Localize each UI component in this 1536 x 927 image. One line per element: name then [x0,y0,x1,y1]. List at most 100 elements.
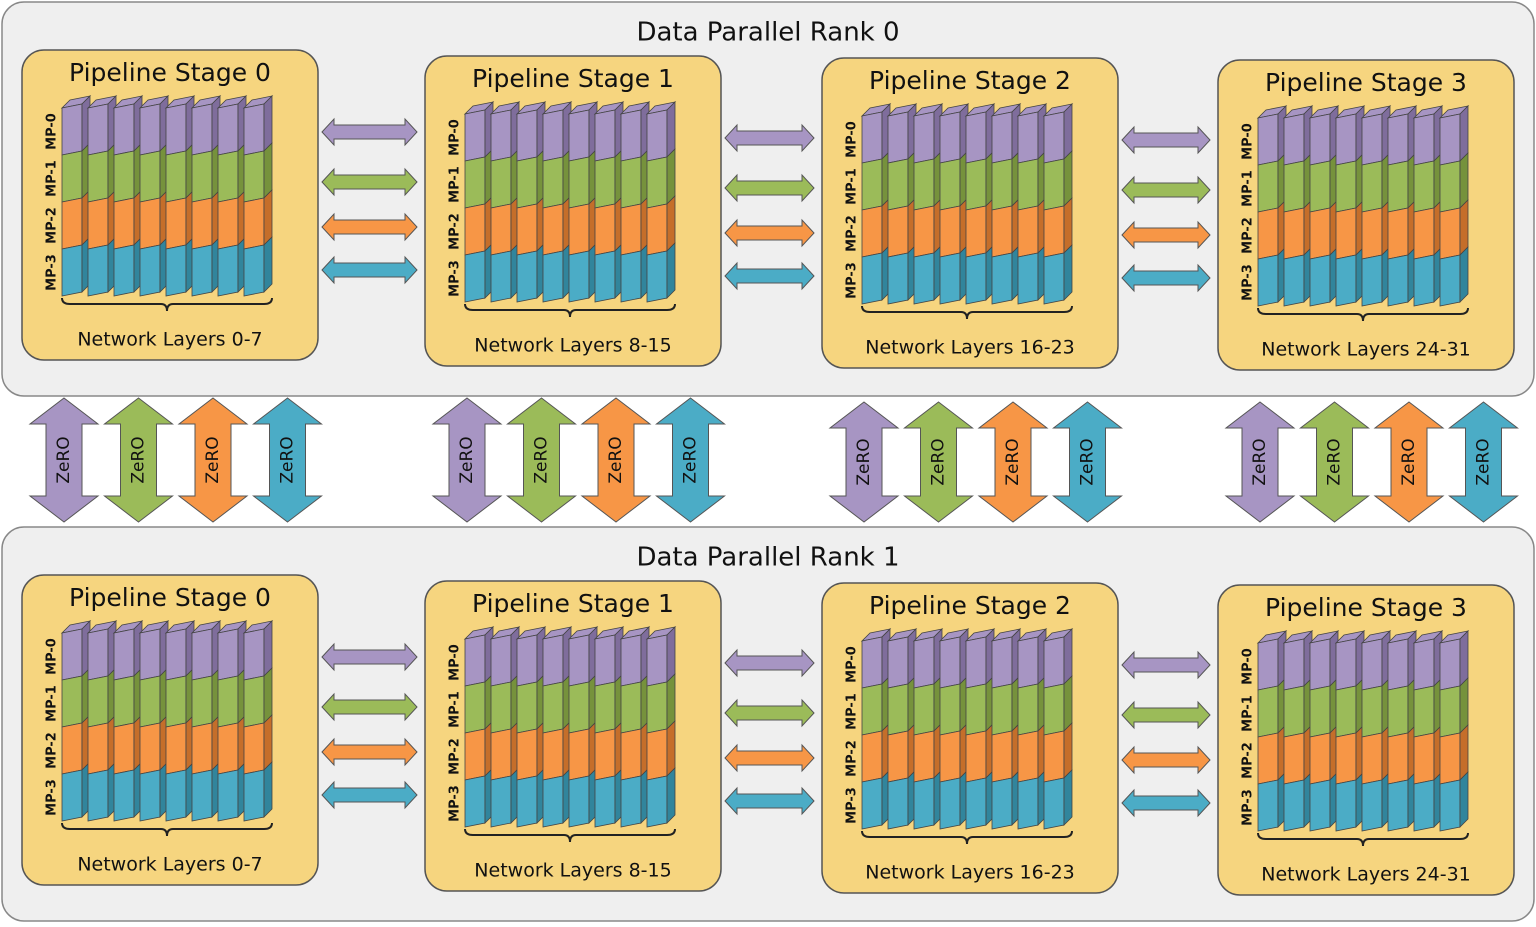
slab-side [1063,675,1073,732]
slab-band [1387,685,1409,738]
slab-band [87,628,109,681]
slab-band [1017,777,1039,830]
slab-band [939,730,961,783]
pipeline-arrow [724,261,815,291]
mp-label: MP-3 [448,260,463,297]
slab-band [464,634,486,687]
slab-band [646,634,668,687]
brace [61,822,273,837]
pipeline-arrow [321,737,418,767]
slab-band [568,156,590,209]
zero-arrow [506,397,577,523]
layers-label: Network Layers 16-23 [865,337,1075,359]
slab-band [1309,160,1331,213]
slab-band [594,775,616,828]
slab-band [568,728,590,781]
slab-band [191,675,213,728]
slab-side [666,767,676,824]
slab-band [165,150,187,203]
slab-side [1459,630,1469,687]
slab-side [1063,769,1073,826]
mp-label: MP-1 [45,685,60,722]
slab-band [568,203,590,256]
slab-band [1017,730,1039,783]
slab-band [243,150,265,203]
slab-band [1439,254,1461,307]
mp-label: MP-0 [45,113,60,150]
slab-band [516,156,538,209]
pipeline-arrow [724,218,815,248]
slab-band [217,675,239,728]
slab-band [464,681,486,734]
slab-band [568,775,590,828]
layers-label: Network Layers 24-31 [1261,864,1471,886]
slab-side [666,242,676,299]
slab-band [1439,779,1461,832]
slab-band [87,722,109,775]
slab-band [113,103,135,156]
pipeline-arrow [1121,788,1211,818]
slab-band [594,109,616,162]
zero-arrow [1373,401,1445,523]
pipeline-arrow [724,648,815,678]
mp-label: MP-3 [1241,789,1256,826]
slab-band [542,156,564,209]
slab-band [1257,638,1279,691]
mp-label: MP-3 [845,262,860,299]
slab-band [217,197,239,250]
slab-band [243,722,265,775]
zero-arrow [655,397,726,523]
slab-band [61,675,83,728]
pipeline-arrow [321,212,418,242]
slab-band [646,681,668,734]
mp-label: MP-3 [45,254,60,291]
slab-band [1283,113,1305,166]
slab-band [1335,638,1357,691]
slab-band [939,205,961,258]
slab-side [1063,103,1073,160]
slab-side [263,142,273,199]
slab-band [490,728,512,781]
zero-label: ZeRO [1078,438,1098,485]
slab-band [1283,638,1305,691]
zero-label: ZeRO [1325,438,1345,485]
slab-band [1387,779,1409,832]
slab-band [1361,254,1383,307]
slab-band [1335,207,1357,260]
zero-arrow [252,397,323,523]
slab-band [1335,779,1357,832]
zero-arrow [28,397,100,523]
slab-side [1459,105,1469,162]
slab-band [516,203,538,256]
slab-band [113,628,135,681]
mp-label: MP-1 [45,160,60,197]
slab-band [568,109,590,162]
pipeline-arrow [724,123,815,153]
slab-side [263,667,273,724]
slab-band [87,675,109,728]
slab-band [646,728,668,781]
mp-label: MP-0 [45,638,60,675]
zero-label: ZeRO [203,436,223,483]
slab-band [165,628,187,681]
slab-band [165,244,187,297]
slab-band [965,730,987,783]
slab-band [991,636,1013,689]
slab-band [1413,732,1435,785]
slab-band [243,103,265,156]
zero-label: ZeRO [681,436,701,483]
slab-band [861,205,883,258]
slab-band [1413,638,1435,691]
slab-band [939,777,961,830]
slab-band [464,250,486,303]
pipeline-arrow [1121,175,1211,205]
slab-band [965,158,987,211]
slab-side [1459,771,1469,828]
slab-side [1459,246,1469,303]
slab-band [542,203,564,256]
slab-band [991,683,1013,736]
pipeline-arrow [724,698,815,728]
slab-band [490,109,512,162]
slab-band [464,156,486,209]
pipeline-arrow [1121,220,1211,250]
